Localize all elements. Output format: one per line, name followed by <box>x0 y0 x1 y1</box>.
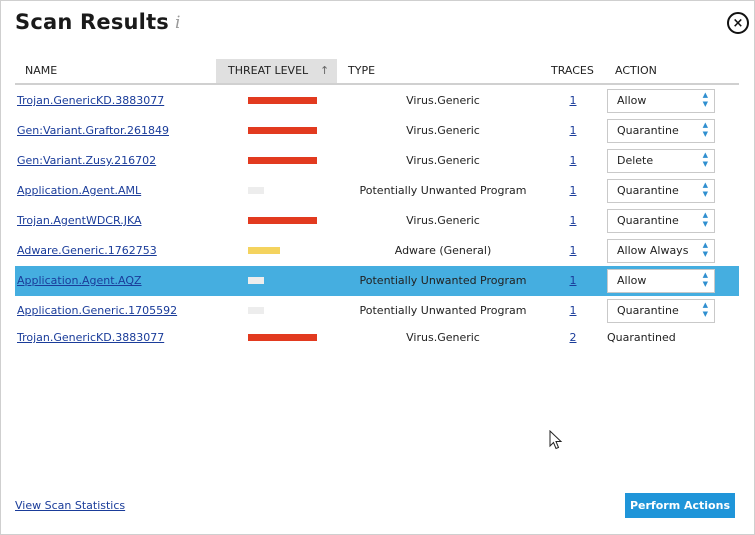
threat-type: Virus.Generic <box>406 331 480 344</box>
action-select[interactable]: Delete ▲ ▼ <box>607 149 715 173</box>
updown-chevron-icon: ▲ ▼ <box>702 151 708 168</box>
threat-type: Virus.Generic <box>406 154 480 167</box>
column-header-name[interactable]: NAME <box>25 64 58 77</box>
traces-link[interactable]: 1 <box>569 274 577 287</box>
column-header-action[interactable]: ACTION <box>615 64 657 77</box>
threat-type: Virus.Generic <box>406 124 480 137</box>
action-select-value: Allow <box>617 94 647 107</box>
updown-chevron-icon: ▲ ▼ <box>702 211 708 228</box>
threat-name-link[interactable]: Trojan.GenericKD.3883077 <box>17 331 165 344</box>
action-select-value: Delete <box>617 154 654 167</box>
action-select-value: Allow <box>617 274 647 287</box>
action-select-value: Quarantine <box>617 184 679 197</box>
threat-name-link[interactable]: Application.Generic.1705592 <box>17 304 178 317</box>
action-select[interactable]: Allow Always ▲ ▼ <box>607 239 715 263</box>
table-header: NAME THREAT LEVEL ↑ TYPE TRACES ACTION <box>15 59 739 85</box>
threat-type: Potentially Unwanted Program <box>359 274 527 287</box>
threat-level-bar <box>248 277 264 284</box>
table-row[interactable]: Gen:Variant.Zusy.216702 Virus.Generic 1 Del… <box>15 146 739 176</box>
threat-type: Potentially Unwanted Program <box>359 304 527 317</box>
action-select-value: Allow Always <box>617 244 689 257</box>
action-select[interactable]: Allow ▲ ▼ <box>607 269 715 293</box>
threat-name-link[interactable]: Trojan.GenericKD.3883077 <box>17 94 165 107</box>
traces-link[interactable]: 1 <box>569 214 577 227</box>
action-select[interactable]: Quarantine ▲ ▼ <box>607 179 715 203</box>
threat-name-link[interactable]: Application.Agent.AQZ <box>17 274 142 287</box>
view-scan-statistics-link[interactable]: View Scan Statistics <box>15 499 126 512</box>
updown-chevron-icon: ▲ ▼ <box>702 181 708 198</box>
threat-name-link[interactable]: Gen:Variant.Graftor.261849 <box>17 124 169 137</box>
updown-chevron-icon: ▲ ▼ <box>702 301 708 318</box>
threat-level-bar <box>248 217 317 224</box>
threat-level-bar <box>248 127 317 134</box>
updown-chevron-icon: ▲ ▼ <box>702 241 708 258</box>
threat-name-link[interactable]: Gen:Variant.Zusy.216702 <box>17 154 157 167</box>
sort-arrow-up-icon: ↑ <box>320 64 330 77</box>
action-select-value: Quarantine <box>617 214 679 227</box>
updown-chevron-icon: ▲ ▼ <box>702 271 708 288</box>
table-row[interactable]: Trojan.AgentWDCR.JKA Virus.Generic 1 Quaran… <box>15 206 739 236</box>
action-select[interactable]: Quarantine ▲ ▼ <box>607 209 715 233</box>
perform-actions-button[interactable]: Perform Actions <box>625 493 735 518</box>
traces-link[interactable]: 1 <box>569 244 577 257</box>
traces-link[interactable]: 2 <box>569 331 577 344</box>
threat-type: Virus.Generic <box>406 214 480 227</box>
traces-link[interactable]: 1 <box>569 304 577 317</box>
mouse-pointer-icon <box>549 430 563 450</box>
column-header-threat-label: THREAT LEVEL <box>228 64 309 77</box>
threat-level-bar <box>248 307 264 314</box>
threat-level-bar <box>248 97 317 104</box>
traces-link[interactable]: 1 <box>569 94 577 107</box>
threat-level-bar <box>248 334 317 341</box>
updown-chevron-icon: ▲ ▼ <box>702 91 708 108</box>
threat-type: Potentially Unwanted Program <box>359 184 527 197</box>
table-row[interactable]: Trojan.GenericKD.3883077 Virus.Generic 1 Al… <box>15 86 739 116</box>
action-select[interactable]: Quarantine ▲ ▼ <box>607 119 715 143</box>
table-row[interactable]: Adware.Generic.1762753 Adware (General) 1 A… <box>15 236 739 266</box>
action-status: Quarantined <box>607 331 676 344</box>
action-select-value: Quarantine <box>617 124 679 137</box>
info-icon[interactable]: i <box>175 13 181 33</box>
column-header-threat-level[interactable]: THREAT LEVEL ↑ <box>216 59 337 83</box>
traces-link[interactable]: 1 <box>569 184 577 197</box>
table-row[interactable]: Application.Agent.AQZ Potentially Unwante… <box>15 266 739 296</box>
threat-name-link[interactable]: Application.Agent.AML <box>17 184 142 197</box>
close-icon[interactable]: × <box>727 12 749 34</box>
traces-link[interactable]: 1 <box>569 124 577 137</box>
page-title: Scan Results <box>15 10 170 34</box>
threat-type: Virus.Generic <box>406 94 480 107</box>
table-row[interactable]: Application.Agent.AML Potentially Unwante… <box>15 176 739 206</box>
table-row[interactable]: Trojan.GenericKD.3883077 Virus.Generic 2 Qu… <box>15 323 739 353</box>
table-row[interactable]: Application.Generic.1705592 Potentially U… <box>15 296 739 326</box>
threat-type: Adware (General) <box>394 244 492 257</box>
column-header-traces[interactable]: TRACES <box>551 64 594 77</box>
threat-name-link[interactable]: Trojan.AgentWDCR.JKA <box>17 214 142 227</box>
action-select[interactable]: Quarantine ▲ ▼ <box>607 299 715 323</box>
table-row[interactable]: Gen:Variant.Graftor.261849 Virus.Generic 1… <box>15 116 739 146</box>
column-header-type[interactable]: TYPE <box>348 64 376 77</box>
threat-level-bar <box>248 157 317 164</box>
threat-name-link[interactable]: Adware.Generic.1762753 <box>17 244 157 257</box>
updown-chevron-icon: ▲ ▼ <box>702 121 708 138</box>
threat-level-bar <box>248 247 280 254</box>
threat-level-bar <box>248 187 264 194</box>
action-select[interactable]: Allow ▲ ▼ <box>607 89 715 113</box>
traces-link[interactable]: 1 <box>569 154 577 167</box>
action-select-value: Quarantine <box>617 304 679 317</box>
